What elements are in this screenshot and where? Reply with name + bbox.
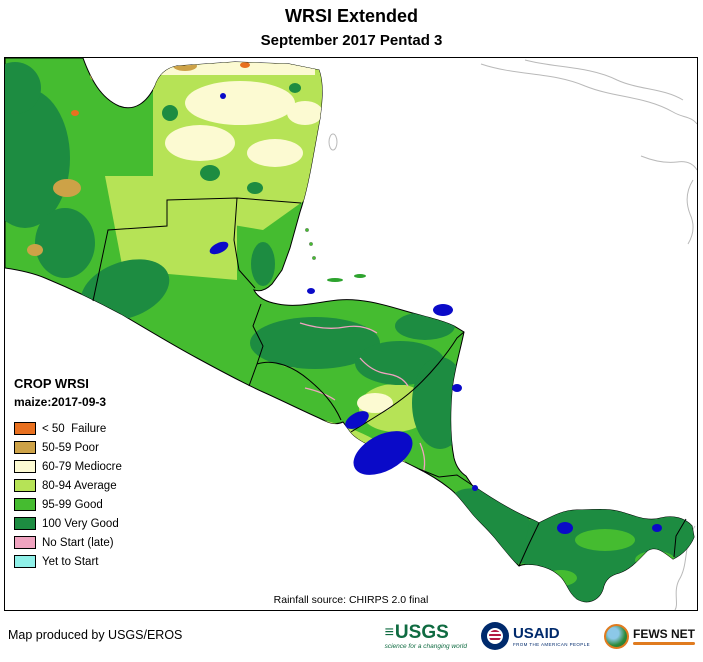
usgs-tagline: science for a changing world [384,642,467,650]
legend-item: No Start (late) [14,533,122,552]
map-frame [4,57,698,611]
rainfall-source-note: Rainfall source: CHIRPS 2.0 final [273,594,429,606]
lakes [209,93,662,534]
legend-item: 60-79 Mediocre [14,457,122,476]
usgs-logo: ≡ USGS science for a changing world [385,623,467,650]
legend-item: Yet to Start [14,552,122,571]
map-credit: Map produced by USGS/EROS [8,628,183,642]
legend-swatch-good [14,498,36,511]
usaid-emblem-icon [480,622,509,650]
legend-item-label: 95-99 Good [42,498,103,511]
central-america-wrsi-map [5,58,697,610]
legend-item: 100 Very Good [14,514,122,533]
legend-item-label: 100 Very Good [42,517,119,530]
legend-swatch-failure [14,422,36,435]
legend-swatch-very-good [14,517,36,530]
legend-item-label: 50-59 Poor [42,441,99,454]
legend-item-label: 80-94 Average [42,479,117,492]
legend-item-label: < 50 Failure [42,422,107,435]
usaid-logo-text: USAID [512,624,560,642]
usgs-bars-icon: ≡ [384,623,394,641]
map-legend: CROP WRSI maize:2017-09-3 < 50 Failure 5… [14,376,122,571]
fewsnet-globe-icon [604,623,629,649]
fewsnet-swoosh [633,641,695,645]
legend-swatch-poor [14,441,36,454]
legend-swatch-mediocre [14,460,36,473]
legend-subtitle: maize:2017-09-3 [14,395,107,409]
islands [304,227,366,282]
legend-item-label: 60-79 Mediocre [42,460,122,473]
legend-item-label: Yet to Start [42,555,99,568]
legend-swatch-yet-to-start [14,555,36,568]
legend-swatch-no-start [14,536,36,549]
legend-title: CROP WRSI [14,376,89,391]
legend-item: < 50 Failure [14,419,122,438]
usaid-logo: USAID FROM THE AMERICAN PEOPLE [480,622,590,650]
page-subtitle: September 2017 Pentad 3 [260,32,443,49]
legend-swatch-average [14,479,36,492]
legend-item: 50-59 Poor [14,438,122,457]
page-title: WRSI Extended [284,6,418,26]
usaid-tagline: FROM THE AMERICAN PEOPLE [512,641,590,647]
country-borders [92,197,687,567]
legend-item-label: No Start (late) [42,536,114,549]
usgs-logo-text: USGS [394,621,449,643]
fewsnet-logo: FEWS NET [604,623,695,649]
footer-logos: ≡ USGS science for a changing world USAI… [385,614,695,658]
fewsnet-logo-text: FEWS NET [633,626,695,641]
legend-item: 95-99 Good [14,495,122,514]
legend-item: 80-94 Average [14,476,122,495]
